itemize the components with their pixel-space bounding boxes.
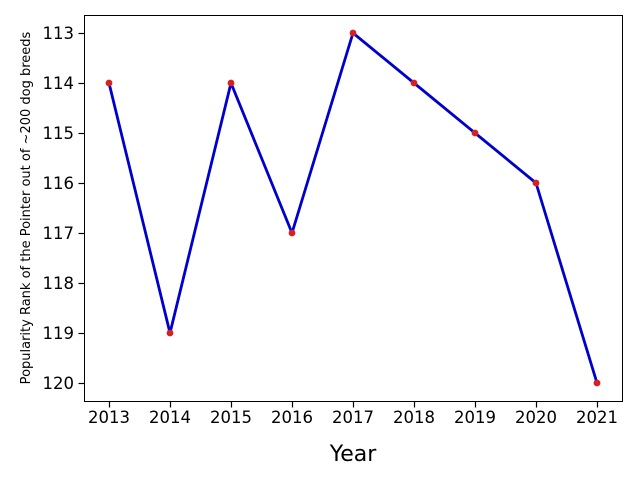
x-tick-label: 2017 <box>332 408 374 427</box>
data-point-marker <box>410 79 418 87</box>
data-point-marker <box>288 229 296 237</box>
y-tick-label: 114 <box>43 74 75 93</box>
axis-tick-labels: 2013 2014 2015 2016 2017 2018 2019 2020 2021 113 1… <box>43 24 619 427</box>
data-point-marker <box>349 29 357 37</box>
x-tick-label: 2018 <box>393 408 435 427</box>
y-tick-label: 115 <box>43 124 75 143</box>
data-point-marker <box>166 329 174 337</box>
y-tick-label: 120 <box>43 374 75 393</box>
x-tick-label: 2019 <box>454 408 496 427</box>
x-tick-label: 2021 <box>576 408 618 427</box>
x-axis-label: Year <box>329 442 378 467</box>
x-tick-label: 2015 <box>210 408 252 427</box>
plot-box <box>84 15 623 402</box>
y-axis-label: Popularity Rank of the Pointer out of ~2… <box>19 31 34 384</box>
x-tick-label: 2013 <box>88 408 130 427</box>
y-tick-label: 113 <box>43 24 75 43</box>
y-tick-label: 116 <box>43 174 75 193</box>
x-tick-label: 2020 <box>515 408 557 427</box>
data-layer <box>105 29 601 387</box>
data-point-marker <box>593 379 601 387</box>
y-tick-label: 118 <box>43 274 75 293</box>
y-tick-label: 119 <box>43 324 75 343</box>
x-tick-label: 2014 <box>149 408 191 427</box>
data-point-marker <box>471 129 479 137</box>
plot-border <box>84 15 623 402</box>
data-line <box>107 31 599 385</box>
data-point-marker <box>532 179 540 187</box>
axis-ticks <box>78 32 599 408</box>
x-tick-label: 2016 <box>271 408 313 427</box>
data-point-marker <box>105 79 113 87</box>
data-point-marker <box>227 79 235 87</box>
y-tick-label: 117 <box>43 224 75 243</box>
